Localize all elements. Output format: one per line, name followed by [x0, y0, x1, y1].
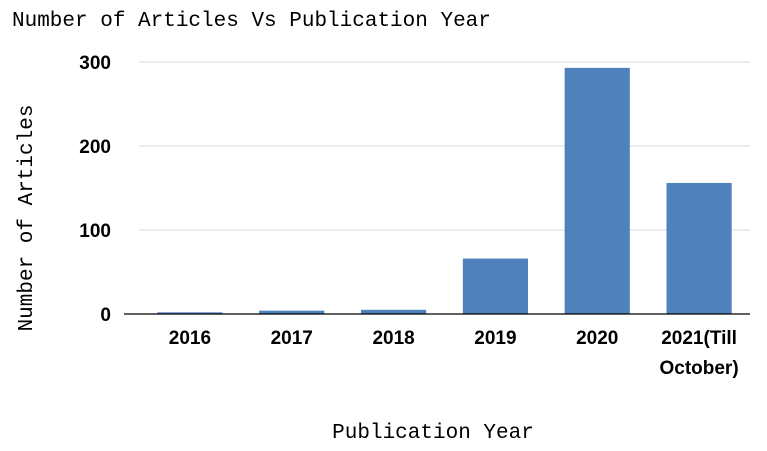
x-tick-label: 2019 [474, 328, 516, 349]
bar-2021-till-october [666, 182, 732, 314]
x-tick-label-line: 2016 [169, 328, 211, 349]
chart-title: Number of Articles Vs Publication Year [12, 10, 491, 33]
y-tick-label: 100 [79, 221, 111, 242]
bar-2016 [157, 312, 223, 314]
y-tick-labels: 0 100 200 300 [79, 53, 111, 326]
bars [157, 67, 732, 314]
bar-2017 [259, 310, 325, 314]
y-tick-label: 300 [79, 53, 111, 74]
x-tick-label: 2016 [169, 328, 211, 349]
gridlines [139, 61, 750, 231]
x-tick-label-line: 2017 [271, 328, 313, 349]
x-tick-labels: 2016 2017 2018 2019 2020 2021(Till October) [169, 328, 739, 379]
x-tick-label: 2021(Till October) [659, 328, 738, 379]
bar-2019 [462, 258, 529, 314]
x-tick-label: 2020 [576, 328, 618, 349]
x-tick-label: 2018 [372, 328, 414, 349]
y-tick-label: 0 [100, 305, 111, 326]
x-tick-label-line: 2019 [474, 328, 516, 349]
bar-2018 [360, 309, 427, 314]
x-tick-label-line: 2018 [372, 328, 414, 349]
x-tick-label-line: 2020 [576, 328, 618, 349]
x-axis-title: Publication Year [332, 422, 534, 445]
y-tick-label: 200 [79, 137, 111, 158]
bar-2020 [564, 67, 630, 314]
x-tick-label-line: 2021(Till [661, 328, 737, 349]
x-tick-label: 2017 [271, 328, 313, 349]
y-axis-title: Number of Articles [16, 105, 39, 332]
x-tick-label-line: October) [659, 358, 738, 379]
